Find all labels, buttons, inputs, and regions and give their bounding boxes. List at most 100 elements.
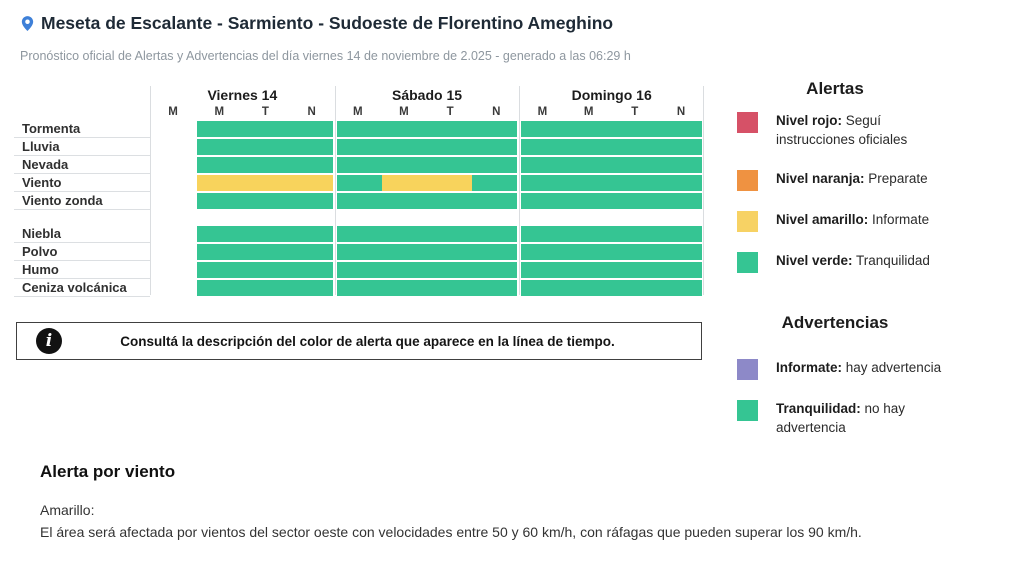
- grid-line: [703, 86, 704, 295]
- legend-color-swatch: [737, 358, 758, 380]
- row-label: Viento: [14, 175, 150, 192]
- timeline-day-cell: [336, 193, 518, 209]
- row-label: Niebla: [14, 226, 150, 243]
- timeline-segment[interactable]: [197, 193, 333, 209]
- timeline-segment[interactable]: [336, 262, 518, 278]
- timeline-segment[interactable]: [336, 157, 518, 173]
- timeline-row: Polvo: [14, 244, 704, 261]
- legend-color-swatch: [737, 112, 758, 133]
- day-header: Sábado 15: [391, 87, 463, 103]
- grid-line: [519, 86, 520, 295]
- row-label: Ceniza volcánica: [14, 280, 150, 297]
- legend-color-swatch: [737, 251, 758, 273]
- alert-detail-description: El área será afectada por vientos del se…: [40, 524, 862, 540]
- timeline-segment[interactable]: [521, 262, 702, 278]
- timeline-segment[interactable]: [197, 226, 333, 242]
- timeline-day-cell: [521, 121, 702, 137]
- timeline-segment: [152, 175, 197, 191]
- timeline-segment[interactable]: [197, 244, 333, 260]
- timeline-day-cell: [152, 157, 333, 173]
- legend-item: Nivel amarillo: Informate: [737, 210, 969, 232]
- alert-detail-title: Alerta por viento: [40, 462, 176, 481]
- page-title: Meseta de Escalante - Sarmiento - Sudoes…: [41, 13, 614, 33]
- timeline-segment[interactable]: [521, 139, 702, 155]
- timeline-segment[interactable]: [336, 226, 518, 242]
- timeline-segment[interactable]: [336, 139, 518, 155]
- period-header: N: [492, 106, 501, 118]
- timeline-day-cell: [152, 280, 333, 296]
- period-header: T: [446, 106, 454, 118]
- row-label: Nevada: [14, 157, 150, 174]
- timeline-segment[interactable]: [336, 175, 382, 191]
- timeline-segment[interactable]: [336, 121, 518, 137]
- timeline-segment[interactable]: [197, 139, 333, 155]
- page-subtitle: Pronóstico oficial de Alertas y Adverten…: [20, 49, 631, 63]
- info-icon: i: [36, 328, 62, 354]
- timeline-day-cell: [521, 280, 702, 296]
- timeline-segment[interactable]: [336, 280, 518, 296]
- period-header: T: [631, 106, 639, 118]
- timeline-row: Tormenta: [14, 121, 704, 138]
- timeline-day-cell: [152, 121, 333, 137]
- timeline-row: Humo: [14, 262, 704, 279]
- timeline-day-cell: [336, 121, 518, 137]
- timeline-row: Niebla: [14, 226, 704, 243]
- timeline-segment[interactable]: [521, 157, 702, 173]
- period-header: M: [583, 106, 594, 118]
- period-header: M: [537, 106, 548, 118]
- timeline-day-cell: [336, 244, 518, 260]
- timeline-day-cell: [152, 244, 333, 260]
- timeline-segment[interactable]: [336, 193, 518, 209]
- timeline-row: Ceniza volcánica: [14, 280, 704, 297]
- timeline-segment[interactable]: [197, 121, 333, 137]
- timeline-row: Viento zonda: [14, 193, 704, 210]
- legend-color-swatch: [737, 399, 758, 421]
- timeline-day-cell: [336, 226, 518, 242]
- timeline-segment: [152, 193, 197, 209]
- legend-item: Nivel verde: Tranquilidad: [737, 251, 969, 273]
- timeline-segment[interactable]: [521, 175, 702, 191]
- timeline-segment[interactable]: [521, 280, 702, 296]
- period-header: M: [168, 106, 178, 118]
- grid-line: [150, 86, 151, 295]
- timeline-segment: [152, 226, 197, 242]
- legend-item: Nivel rojo: Seguí instrucciones oficiale…: [737, 112, 969, 150]
- info-banner-text: Consultá la descripción del color de ale…: [120, 333, 615, 349]
- timeline-segment[interactable]: [381, 175, 473, 191]
- timeline-segment: [152, 280, 197, 296]
- timeline-day-cell: [521, 226, 702, 242]
- period-header: N: [676, 106, 686, 118]
- timeline-segment[interactable]: [197, 262, 333, 278]
- timeline-day-cell: [521, 157, 702, 173]
- timeline-day-cell: [521, 262, 702, 278]
- period-header: T: [261, 106, 269, 118]
- timeline-segment[interactable]: [521, 193, 702, 209]
- timeline-segment[interactable]: [472, 175, 518, 191]
- legend-color-swatch: [737, 210, 758, 232]
- timeline-day-cell: [336, 262, 518, 278]
- timeline-day-headers: Viernes 14 Sábado 15 Domingo 16: [150, 86, 704, 104]
- row-label: Polvo: [14, 244, 150, 261]
- legend-item-text: Nivel verde: Tranquilidad: [776, 252, 930, 268]
- legend-title-alertas: Alertas: [806, 79, 864, 98]
- timeline-segment: [152, 139, 197, 155]
- timeline-day-cell: [152, 193, 333, 209]
- timeline-segment[interactable]: [197, 157, 333, 173]
- timeline-segment[interactable]: [197, 280, 333, 296]
- timeline-day-cell: [521, 175, 702, 191]
- timeline-rows: Tormenta Lluvia Nevada Viento Viento zonda Ni…: [14, 121, 704, 298]
- timeline-day-cell: [521, 193, 702, 209]
- timeline-segment[interactable]: [521, 244, 702, 260]
- legend-list-advertencias: Informate: hay advertencia Tranquilidad: …: [737, 358, 969, 438]
- timeline-segment[interactable]: [336, 244, 518, 260]
- legend-item-text: Informate: hay advertencia: [776, 359, 942, 375]
- timeline-segment[interactable]: [521, 121, 702, 137]
- timeline-day-cell: [152, 139, 333, 155]
- timeline-segment[interactable]: [521, 226, 702, 242]
- timeline-row: Viento: [14, 175, 704, 192]
- timeline-day-cell: [336, 175, 518, 191]
- legend-list-alertas: Nivel rojo: Seguí instrucciones oficiale…: [737, 112, 969, 273]
- alert-timeline: Viernes 14 Sábado 15 Domingo 16 M M T N M M T N M M…: [14, 86, 704, 299]
- timeline-segment[interactable]: [197, 175, 333, 191]
- legend-item-text: Tranquilidad: no hay advertencia: [776, 400, 906, 435]
